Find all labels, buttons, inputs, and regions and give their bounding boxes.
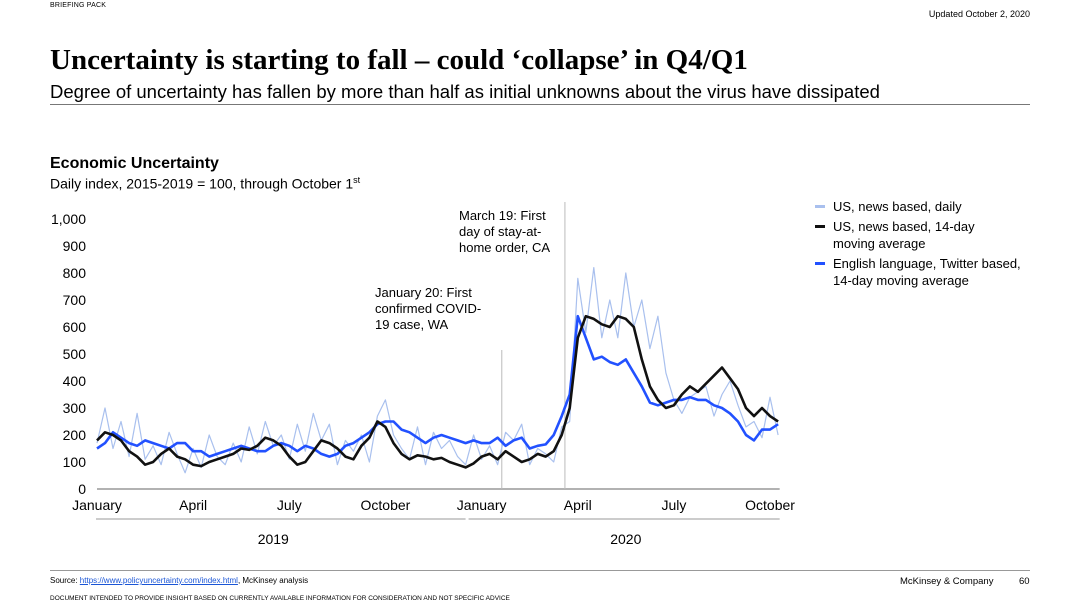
legend-label-news-ma: US, news based, 14-day moving average — [833, 219, 975, 251]
x-tick-label: April — [564, 497, 592, 513]
annotation-text: home order, CA — [459, 240, 550, 255]
annotation-text: March 19: First — [459, 208, 546, 223]
series-line-news-daily — [96, 267, 779, 474]
y-tick-label: 700 — [63, 292, 87, 308]
disclaimer: DOCUMENT INTENDED TO PROVIDE INSIGHT BAS… — [50, 595, 510, 602]
legend-swatch-news-ma — [815, 225, 825, 228]
y-tick-label: 200 — [63, 427, 87, 443]
title-divider — [50, 104, 1030, 105]
series-line-news-ma — [96, 314, 779, 469]
source-link[interactable]: https://www.policyuncertainty.com/index.… — [79, 576, 238, 585]
x-tick-label: July — [277, 497, 302, 513]
series-line-twitter-ma — [96, 314, 779, 458]
x-tick-label: January — [72, 497, 122, 513]
y-tick-label: 400 — [63, 373, 87, 389]
page-subtitle: Degree of uncertainty has fallen by more… — [50, 81, 880, 102]
legend-swatch-twitter-ma — [815, 262, 825, 265]
source-suffix: , McKinsey analysis — [237, 576, 309, 585]
y-tick-label: 500 — [63, 346, 87, 362]
annotation-text: January 20: First — [375, 285, 472, 300]
x-tick-label: January — [457, 497, 507, 513]
page-number: 60 — [1019, 576, 1030, 587]
y-tick-label: 600 — [63, 319, 87, 335]
y-tick-label: 800 — [63, 265, 87, 281]
company-name: McKinsey & Company — [900, 576, 994, 587]
annotation-text: confirmed COVID- — [375, 301, 481, 316]
legend-label-news-daily: US, news based, daily — [833, 199, 962, 214]
chart-subtitle-superscript: st — [353, 175, 361, 185]
legend-label-twitter-ma: English language, Twitter based, 14-day … — [833, 256, 1021, 288]
source-prefix: Source: — [50, 576, 80, 585]
annotation-text: day of stay-at- — [459, 224, 541, 239]
chart-subtitle: Daily index, 2015-2019 = 100, through Oc… — [50, 175, 360, 192]
updated-date: Updated October 2, 2020 — [928, 9, 1030, 19]
year-label-2019: 2019 — [258, 531, 289, 547]
y-tick-label: 0 — [78, 481, 86, 497]
source-note: Source: https://www.policyuncertainty.co… — [50, 576, 308, 585]
document-label: BRIEFING PACK — [50, 2, 107, 9]
x-tick-label: July — [661, 497, 686, 513]
legend-swatch-news-daily — [815, 205, 825, 208]
chart-title: Economic Uncertainty — [50, 155, 219, 172]
y-tick-label: 100 — [63, 454, 87, 470]
footer-divider — [50, 570, 1030, 571]
page-title: Uncertainty is starting to fall – could … — [50, 44, 748, 76]
y-tick-label: 300 — [63, 400, 87, 416]
annotation-text: 19 case, WA — [375, 317, 449, 332]
x-tick-label: October — [361, 497, 411, 513]
x-tick-label: April — [179, 497, 207, 513]
x-tick-label: October — [745, 497, 795, 513]
y-tick-label: 900 — [63, 238, 87, 254]
year-label-2020: 2020 — [610, 531, 641, 547]
y-tick-label: 1,000 — [51, 211, 86, 227]
chart-subtitle-text: Daily index, 2015-2019 = 100, through Oc… — [50, 175, 354, 192]
